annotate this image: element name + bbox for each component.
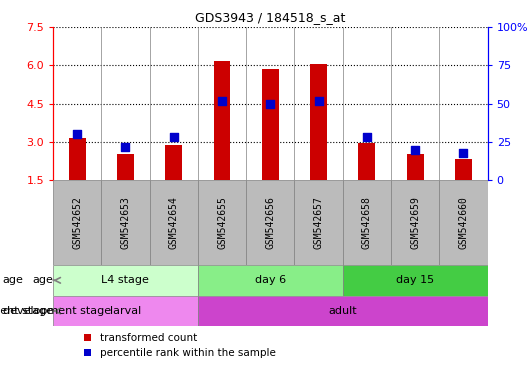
Bar — [391, 180, 439, 265]
Text: GSM542659: GSM542659 — [410, 196, 420, 249]
Text: development stage: development stage — [3, 306, 111, 316]
Bar — [310, 64, 327, 180]
Point — [363, 134, 371, 141]
Bar — [101, 180, 149, 265]
Bar — [295, 180, 343, 265]
Bar — [262, 69, 279, 180]
Point — [314, 98, 323, 104]
Bar — [214, 61, 231, 180]
Text: GSM542652: GSM542652 — [72, 196, 82, 249]
Text: GSM542655: GSM542655 — [217, 196, 227, 249]
Text: L4 stage: L4 stage — [102, 275, 149, 285]
Bar — [117, 154, 134, 180]
Title: GDS3943 / 184518_s_at: GDS3943 / 184518_s_at — [195, 11, 346, 24]
Text: GSM542660: GSM542660 — [458, 196, 469, 249]
Bar — [53, 296, 198, 326]
Bar — [343, 180, 391, 265]
Bar — [358, 143, 375, 180]
Bar — [343, 265, 488, 296]
Text: GSM542653: GSM542653 — [120, 196, 130, 249]
Text: development stage: development stage — [0, 306, 53, 316]
Text: GSM542656: GSM542656 — [266, 196, 275, 249]
Point — [121, 144, 130, 150]
Bar — [53, 265, 198, 296]
Point — [266, 101, 275, 107]
Text: GSM542654: GSM542654 — [169, 196, 179, 249]
Text: larval: larval — [110, 306, 141, 316]
Bar — [53, 180, 101, 265]
Bar — [439, 180, 488, 265]
Text: day 15: day 15 — [396, 275, 434, 285]
Point — [73, 131, 82, 137]
Legend: transformed count, percentile rank within the sample: transformed count, percentile rank withi… — [80, 329, 280, 362]
Text: age: age — [3, 275, 23, 285]
Bar — [455, 159, 472, 180]
Text: day 6: day 6 — [255, 275, 286, 285]
Bar — [407, 154, 423, 180]
Point — [170, 134, 178, 141]
Text: adult: adult — [329, 306, 357, 316]
Bar — [165, 145, 182, 180]
Text: GSM542658: GSM542658 — [362, 196, 372, 249]
Bar — [246, 180, 295, 265]
Point — [459, 150, 467, 156]
Bar — [198, 180, 246, 265]
Bar — [149, 180, 198, 265]
Bar — [198, 265, 343, 296]
Text: GSM542657: GSM542657 — [314, 196, 324, 249]
Text: age: age — [32, 275, 53, 285]
Bar — [69, 138, 86, 180]
Point — [218, 98, 226, 104]
Point — [411, 147, 419, 153]
Bar — [198, 296, 488, 326]
